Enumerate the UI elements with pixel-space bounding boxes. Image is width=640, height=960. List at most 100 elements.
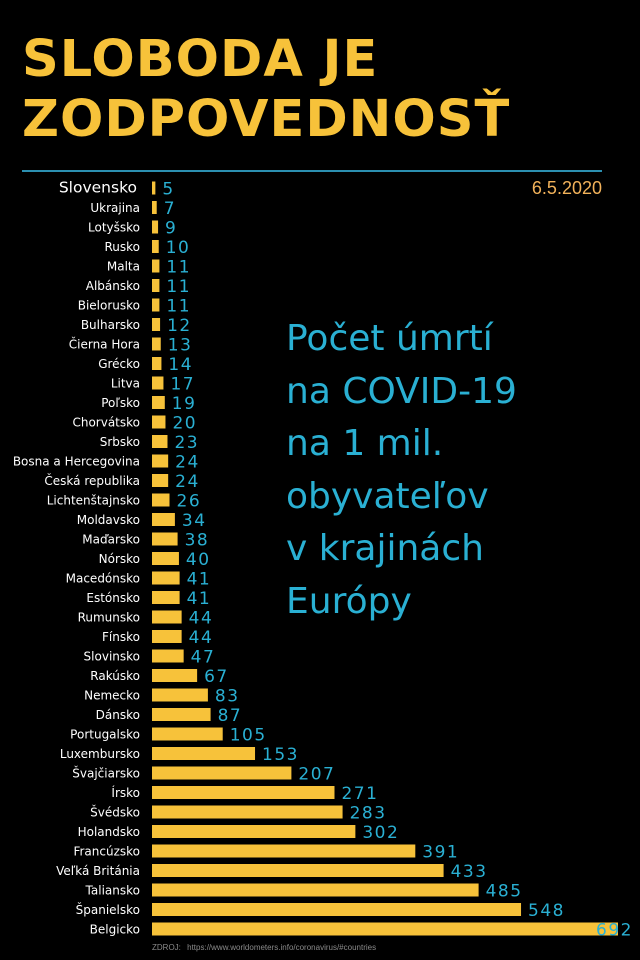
value-label: 26	[177, 492, 202, 512]
category-label: Rusko	[104, 240, 140, 254]
title-line-1: SLOBODA JE	[22, 30, 379, 89]
subtitle-line-4: obyvateľov	[286, 475, 489, 517]
category-label: Macedónsko	[66, 572, 140, 586]
category-label: Slovensko	[59, 179, 137, 197]
title-divider	[22, 170, 602, 172]
value-label: 105	[230, 726, 267, 746]
value-label: 41	[187, 570, 212, 590]
category-label: Veľká Británia	[56, 864, 140, 878]
category-label: Litva	[111, 377, 140, 391]
value-label: 34	[182, 511, 207, 531]
bar	[152, 903, 522, 916]
category-label: Rumunsko	[78, 611, 140, 625]
bar	[152, 630, 182, 643]
value-label: 7	[164, 199, 176, 219]
bar	[152, 201, 157, 214]
bar	[152, 493, 170, 507]
value-label: 44	[189, 628, 214, 648]
value-label: 19	[172, 394, 197, 414]
bar	[152, 844, 416, 858]
category-label: Španielsko	[76, 902, 140, 917]
value-label: 11	[166, 277, 191, 297]
subtitle-line-5: v krajinách	[286, 528, 484, 569]
bar	[152, 747, 256, 760]
subtitle-line-6: Európy	[286, 580, 412, 622]
category-label: Grécko	[98, 357, 140, 371]
value-label: 153	[262, 745, 299, 765]
bar	[152, 279, 160, 292]
value-label: 47	[191, 648, 216, 668]
bar	[152, 669, 198, 682]
category-label: Bielorusko	[78, 299, 140, 313]
value-label: 24	[175, 453, 200, 473]
bar	[152, 513, 175, 526]
bar	[152, 298, 160, 312]
value-label: 24	[175, 472, 200, 492]
category-label: Rakúsko	[90, 669, 140, 683]
bar	[152, 415, 166, 429]
category-label: Srbsko	[100, 435, 140, 449]
bar	[152, 727, 223, 741]
category-label: Ukrajina	[90, 201, 140, 215]
value-label: 23	[174, 433, 199, 453]
bar	[152, 864, 444, 877]
value-label: 271	[341, 784, 378, 804]
category-label: Bulharsko	[81, 318, 140, 332]
value-label: 38	[185, 531, 210, 551]
value-label: 12	[167, 316, 192, 336]
bar	[152, 883, 479, 897]
category-label: Fínsko	[102, 630, 140, 644]
category-label: Poľsko	[101, 396, 140, 410]
chart-subtitle: Počet úmrtí na COVID-19 na 1 mil. obyvat…	[286, 313, 517, 628]
value-label: 14	[168, 355, 193, 375]
value-label: 302	[362, 823, 399, 843]
value-label: 11	[166, 258, 191, 278]
bar	[152, 181, 156, 195]
category-label: Lotyšsko	[88, 221, 140, 235]
bar	[152, 571, 180, 585]
value-label: 20	[172, 414, 197, 434]
category-label: Slovinsko	[84, 650, 140, 664]
value-label: 13	[168, 336, 193, 356]
value-label: 5	[162, 180, 174, 200]
category-label: Moldavsko	[77, 513, 140, 527]
category-label: Estónsko	[86, 591, 140, 605]
category-label: Maďarsko	[82, 533, 140, 547]
bar	[152, 532, 178, 546]
value-label: 391	[422, 843, 459, 863]
value-label: 41	[187, 589, 212, 609]
bar	[152, 259, 160, 273]
category-label: Čierna Hora	[69, 337, 140, 352]
category-label: Nórsko	[99, 552, 140, 566]
value-label: 17	[170, 375, 195, 395]
category-label: Francúzsko	[73, 845, 140, 859]
category-label: Taliansko	[85, 884, 140, 898]
category-label: Nemecko	[84, 689, 140, 703]
value-label: 10	[166, 238, 191, 258]
category-label: Lichtenštajnsko	[47, 494, 140, 508]
category-label: Holandsko	[78, 825, 140, 839]
bar	[152, 318, 161, 331]
bar	[152, 688, 208, 702]
bar	[152, 610, 182, 624]
category-label: Albánsko	[86, 279, 140, 293]
value-label: 40	[186, 550, 211, 570]
category-label: Belgicko	[90, 923, 140, 937]
bar	[152, 922, 618, 936]
value-label: 87	[218, 706, 243, 726]
value-label: 9	[165, 219, 177, 239]
bar	[152, 786, 335, 799]
bar	[152, 240, 159, 253]
bar	[152, 825, 356, 838]
category-label: Portugalsko	[70, 728, 140, 742]
category-label: Írsko	[111, 785, 140, 800]
category-label: Švajčiarsko	[72, 766, 140, 781]
page-title: SLOBODA JE ZODPOVEDNOSŤ	[22, 30, 510, 150]
subtitle-line-2: na COVID-19	[286, 370, 517, 412]
bar	[152, 649, 184, 663]
category-label: Švédsko	[90, 805, 140, 820]
value-label: 11	[166, 297, 191, 317]
value-label: 83	[215, 687, 240, 707]
bar	[152, 552, 179, 565]
